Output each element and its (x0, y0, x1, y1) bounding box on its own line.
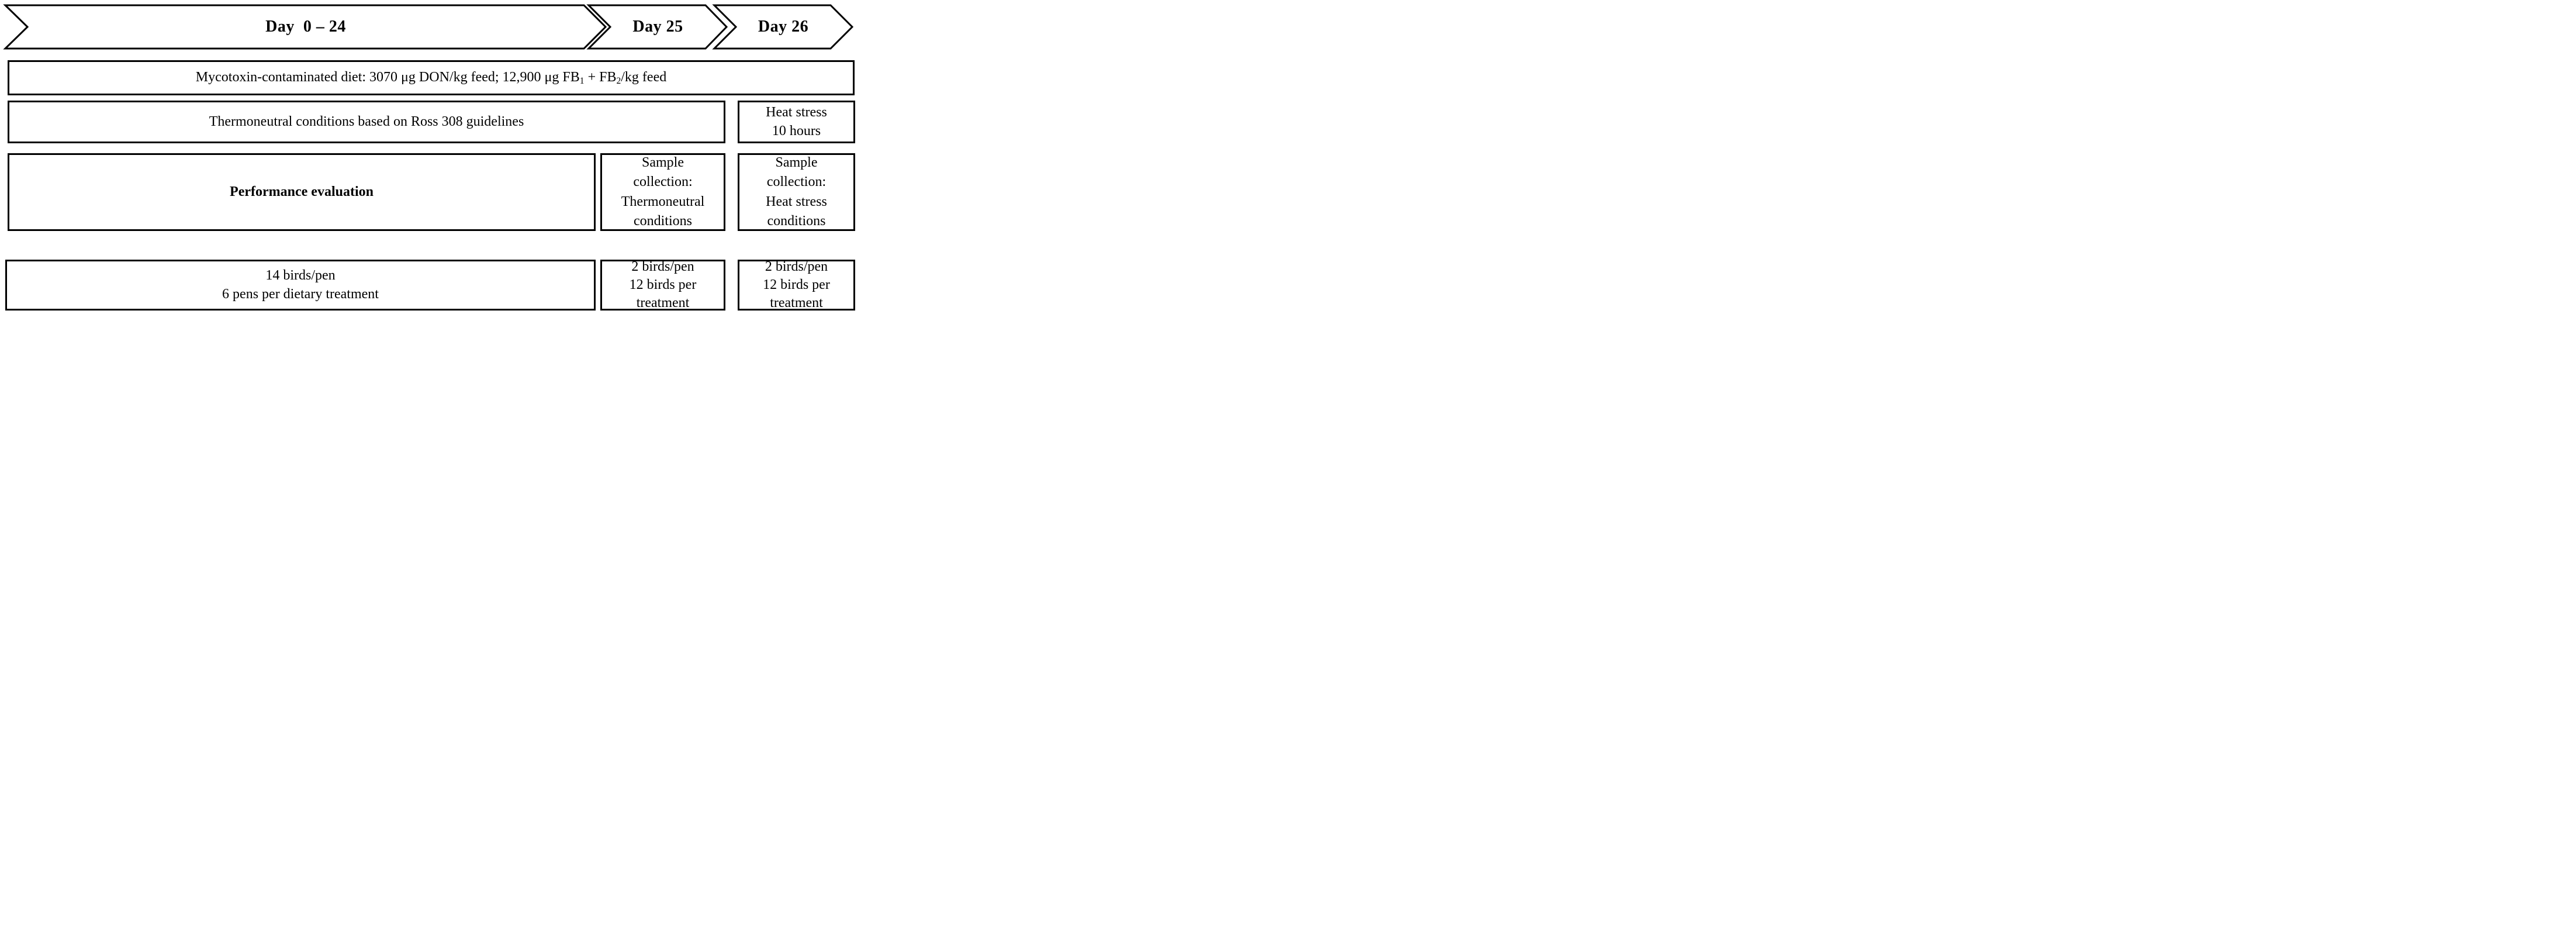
phase-arrow-day-25 (586, 4, 728, 50)
sample-collection-heat-stress-box: Sample collection: Heat stress condition… (738, 153, 855, 231)
diet-text: Mycotoxin-contaminated diet: 3070 μg DON… (195, 70, 667, 87)
heat-stress-box: Heat stress 10 hours (738, 101, 855, 143)
performance-evaluation-box: Performance evaluation (8, 153, 596, 231)
phase-label-day-25: Day 25 (632, 18, 683, 36)
phase-label-day-26: Day 26 (758, 18, 809, 36)
sample-collection-thermoneutral-box: Sample collection: Thermoneutral conditi… (600, 153, 725, 231)
thermoneutral-conditions-box: Thermoneutral conditions based on Ross 3… (8, 101, 725, 143)
phase-label-day-0-24: Day 0 – 24 (265, 18, 346, 36)
diet-box: Mycotoxin-contaminated diet: 3070 μg DON… (8, 60, 855, 95)
timeline-chevrons (3, 4, 854, 50)
birds-day26-box: 2 birds/pen 12 birds per treatment (738, 259, 855, 311)
birds-main-box: 14 birds/pen 6 pens per dietary treatmen… (5, 260, 596, 311)
experimental-design-figure: Day 0 – 24 Day 25 Day 26 Mycotoxin-conta… (0, 0, 859, 315)
phase-arrow-day-0-24 (3, 4, 607, 50)
phase-arrow-day-26 (712, 4, 854, 50)
birds-day25-box: 2 birds/pen 12 birds per treatment (600, 259, 725, 311)
